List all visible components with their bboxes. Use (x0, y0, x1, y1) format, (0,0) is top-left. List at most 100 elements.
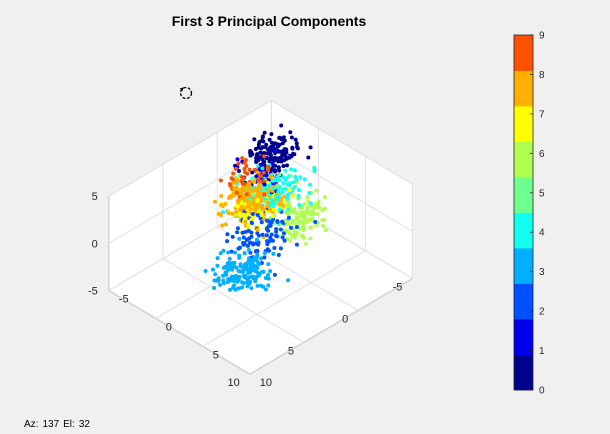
scatter-points (203, 123, 328, 292)
scatter-point-class-6 (316, 199, 321, 204)
scatter-point-class-0 (285, 163, 289, 168)
scatter-point-class-6 (314, 188, 319, 193)
scatter-point-class-6 (302, 202, 307, 206)
scatter-point-class-0 (281, 135, 286, 140)
scatter-point-class-7 (236, 204, 241, 209)
scatter-point-class-4 (281, 175, 286, 180)
scatter-point-class-4 (260, 166, 265, 171)
colorbar-tick-label: 1 (539, 346, 545, 357)
scatter-point-class-0 (288, 130, 293, 135)
scatter-point-class-6 (299, 210, 304, 215)
scatter-point-class-2 (275, 234, 279, 239)
scatter-point-class-8 (255, 227, 260, 232)
scatter-point-class-9 (234, 166, 239, 171)
scatter-point-class-8 (248, 207, 253, 212)
scatter-point-class-6 (309, 225, 313, 230)
scatter-point-class-6 (300, 233, 305, 238)
scatter-point-class-8 (265, 200, 270, 205)
scatter-point-class-6 (285, 236, 290, 241)
scatter-point-class-9 (242, 167, 247, 171)
scatter-point-class-2 (246, 228, 251, 233)
scatter-point-class-0 (260, 145, 265, 150)
scatter-point-class-4 (308, 182, 312, 187)
scatter-point-class-6 (298, 226, 302, 231)
scatter-point-class-3 (203, 269, 208, 273)
rotate-cursor-icon (179, 86, 193, 100)
scatter-point-class-1 (273, 148, 278, 153)
scatter-point-class-3 (248, 270, 253, 275)
scatter-point-class-3 (256, 262, 261, 267)
scatter-point-class-0 (269, 148, 274, 153)
scatter-point-class-3 (249, 286, 254, 291)
scatter-point-class-2 (225, 232, 230, 237)
scatter-point-class-9 (244, 164, 249, 168)
scatter-point-class-6 (302, 210, 307, 215)
scatter-point-class-9 (262, 154, 267, 159)
scatter-point-class-0 (279, 123, 284, 128)
scatter-point-class-0 (254, 159, 259, 163)
scatter-point-class-0 (295, 146, 300, 151)
scatter-point-class-4 (280, 187, 285, 192)
scatter-point-class-9 (256, 177, 261, 181)
scatter-point-class-2 (294, 242, 299, 247)
scatter-point-class-3 (255, 265, 260, 270)
scatter-point-class-6 (311, 206, 316, 211)
scatter-point-class-8 (233, 180, 238, 185)
scatter-point-class-2 (275, 220, 280, 224)
scatter-point-class-2 (229, 249, 234, 254)
scatter-point-class-0 (269, 140, 274, 145)
scatter-point-class-4 (275, 195, 280, 200)
scatter-point-class-4 (273, 177, 278, 182)
scatter-point-class-0 (253, 147, 258, 151)
scatter-point-class-3 (230, 261, 235, 265)
colorbar-segment (514, 141, 533, 178)
scatter-point-class-4 (285, 196, 290, 201)
scatter-point-class-8 (219, 194, 224, 199)
scatter-point-class-2 (282, 238, 287, 243)
scatter-point-class-8 (241, 192, 246, 197)
scatter-point-class-0 (279, 157, 284, 162)
colorbar-tick-label: 4 (539, 228, 545, 239)
scatter-point-class-1 (259, 162, 263, 167)
scatter-point-class-4 (308, 201, 313, 206)
scatter-point-class-8 (268, 207, 272, 212)
scatter-point-class-3 (240, 280, 245, 285)
scatter-point-class-0 (262, 130, 267, 135)
scatter-point-class-3 (221, 248, 226, 253)
colorbar[interactable]: 0 1 2 3 4 5 6 7 8 9 (513, 31, 545, 397)
scatter-point-class-0 (276, 143, 281, 147)
colorbar-segment (514, 177, 533, 213)
scatter-point-class-3 (223, 270, 228, 275)
chart-title: First 3 Principal Components (172, 13, 367, 29)
scatter-point-class-4 (289, 167, 294, 172)
scatter-point-class-3 (215, 263, 220, 268)
scatter-point-class-2 (276, 253, 281, 257)
scatter-point-class-3 (221, 265, 226, 270)
scatter-point-class-4 (281, 181, 286, 185)
scatter-point-class-6 (322, 195, 327, 200)
scatter-point-class-4 (294, 177, 299, 182)
scatter-point-class-2 (259, 220, 264, 225)
scatter-point-class-2 (245, 243, 250, 248)
scatter-point-class-8 (259, 199, 264, 204)
scatter-point-class-1 (270, 161, 275, 166)
scatter-point-class-3 (233, 250, 238, 255)
scatter-point-class-8 (252, 203, 257, 208)
scatter-point-class-8 (257, 204, 262, 209)
scatter-point-class-0 (260, 135, 265, 140)
colorbar-segment (514, 106, 533, 142)
scatter-point-class-3 (253, 279, 258, 284)
scatter-point-class-6 (296, 222, 301, 226)
scatter-point-class-9 (261, 170, 266, 175)
scatter-point-class-8 (265, 204, 270, 209)
scatter-point-class-6 (300, 224, 305, 229)
scatter-point-class-9 (218, 178, 223, 183)
scatter-point-class-8 (243, 219, 248, 224)
scatter-point-class-3 (233, 287, 238, 292)
y-tick-label: -5 (119, 294, 129, 306)
scatter-point-class-3 (266, 273, 270, 277)
scatter-point-class-7 (242, 216, 247, 221)
scatter-point-class-8 (212, 199, 217, 204)
scatter-point-class-0 (292, 152, 297, 157)
